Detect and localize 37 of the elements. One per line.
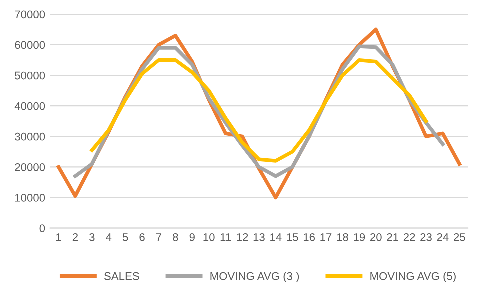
y-tick-label: 20000 <box>15 163 46 172</box>
x-tick-label: 2 <box>72 233 78 242</box>
legend-label: MOVING AVG (5) <box>370 272 456 282</box>
x-tick-label: 1 <box>56 234 62 242</box>
x-tick-label: 16 <box>304 233 316 242</box>
x-tick-label: 6 <box>140 233 145 242</box>
x-tick-label: 18 <box>337 233 348 242</box>
legend-label: MOVING AVG (3 ) <box>210 272 300 282</box>
x-tick-label: 23 <box>420 233 432 242</box>
x-tick-label: 11 <box>220 234 232 242</box>
x-tick-label: 12 <box>237 233 248 242</box>
x-tick-label: 9 <box>190 233 195 242</box>
x-tick-label: 25 <box>454 233 466 242</box>
x-tick-label: 5 <box>122 234 128 242</box>
x-tick-label: 21 <box>387 233 398 242</box>
x-tick-label: 8 <box>173 233 178 242</box>
y-tick-label: 40000 <box>14 102 46 110</box>
y-tick-label: 70000 <box>15 10 46 19</box>
x-tick-label: 10 <box>204 233 215 242</box>
x-tick-label: 3 <box>89 233 95 242</box>
x-tick-label: 22 <box>404 233 416 242</box>
x-tick-label: 7 <box>156 234 162 242</box>
y-tick-label: 60000 <box>15 41 46 50</box>
x-tick-label: 13 <box>254 233 265 242</box>
legend-label: SALES <box>104 272 140 280</box>
line-series <box>90 58 428 163</box>
x-tick-label: 24 <box>437 233 449 242</box>
y-tick-label: 50000 <box>15 72 46 80</box>
y-tick-label: 30000 <box>15 132 46 141</box>
y-tick-label: 0 <box>40 224 46 232</box>
x-tick-label: 17 <box>320 234 332 242</box>
y-tick-label: 10000 <box>15 194 46 202</box>
x-tick-label: 14 <box>270 234 282 242</box>
x-tick-label: 4 <box>106 234 112 242</box>
x-tick-label: 15 <box>287 234 298 242</box>
x-tick-label: 20 <box>370 233 382 242</box>
x-tick-label: 19 <box>354 233 366 242</box>
